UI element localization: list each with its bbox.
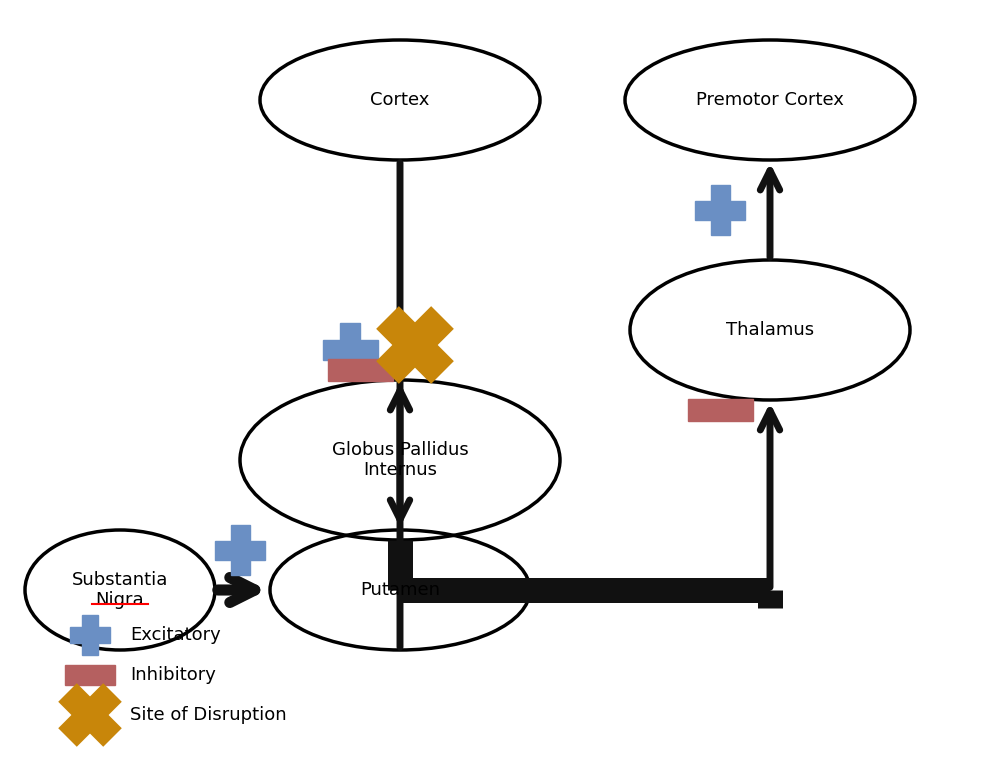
Bar [322,340,378,360]
Bar [231,525,249,575]
Bar [65,665,115,685]
Text: Substantia
Nigra: Substantia Nigra [72,571,169,610]
Bar [215,540,265,559]
Text: Inhibitory: Inhibitory [130,666,216,684]
Bar [339,322,361,377]
Text: Site of Disruption: Site of Disruption [130,706,287,724]
Bar [327,359,392,381]
Text: Putamen: Putamen [360,581,440,599]
Bar [687,399,752,421]
Bar [83,615,98,655]
Text: Cortex: Cortex [371,91,430,109]
Bar [695,200,745,219]
Text: Excitatory: Excitatory [130,626,221,644]
Text: Premotor Cortex: Premotor Cortex [696,91,844,109]
Text: Globus Pallidus
Internus: Globus Pallidus Internus [331,440,468,479]
Text: Thalamus: Thalamus [726,321,814,339]
Bar [711,185,730,235]
Bar [70,627,110,642]
